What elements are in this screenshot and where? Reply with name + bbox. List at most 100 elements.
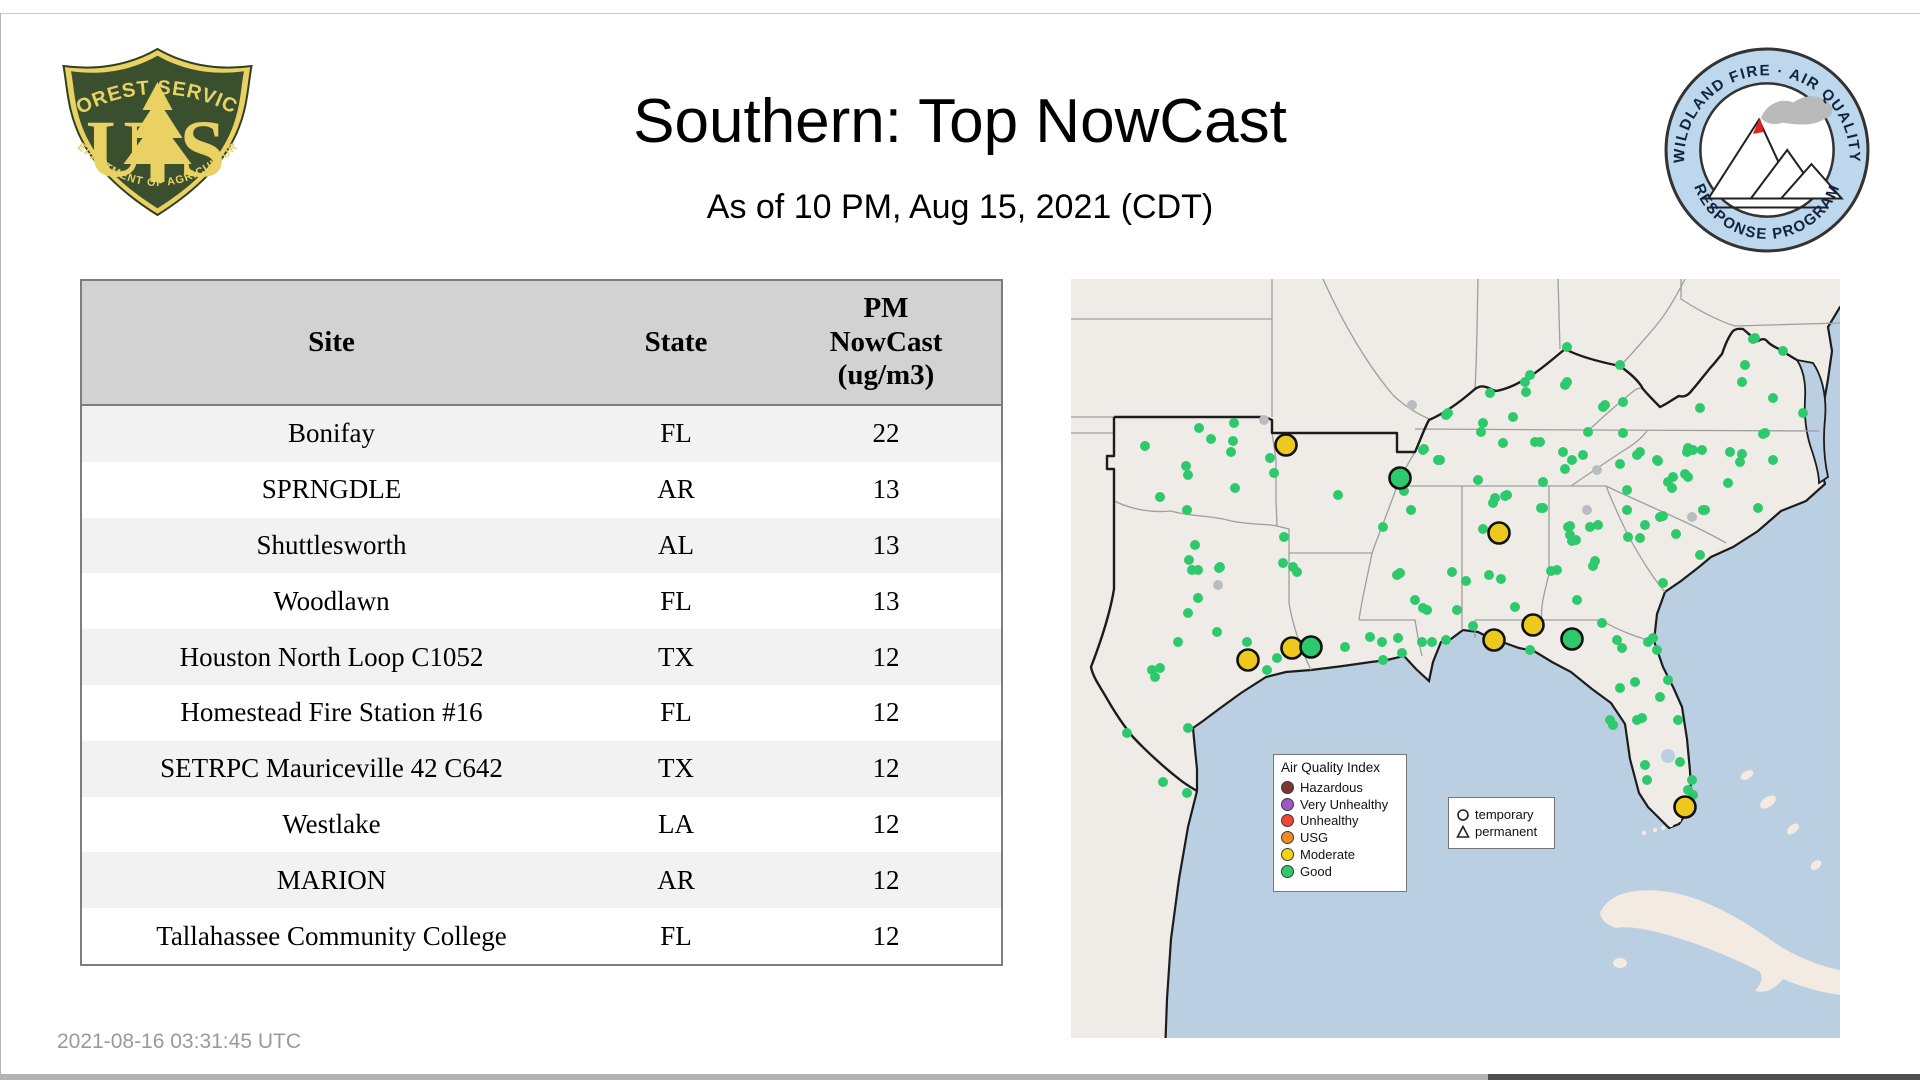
site-cell: Homestead Fire Station #16 (180, 697, 483, 728)
good-monitor-dot (1182, 788, 1192, 798)
good-monitor-dot (1476, 427, 1486, 437)
aqi-legend-item: Very Unhealthy (1281, 796, 1402, 813)
good-monitor-dot (1508, 412, 1518, 422)
good-monitor-dot (1637, 713, 1647, 723)
aqi-legend-item: Good (1281, 863, 1402, 880)
good-monitor-dot (1688, 445, 1698, 455)
good-monitor-dot (1572, 595, 1582, 605)
good-monitor-dot (1212, 627, 1222, 637)
good-monitor-dot (1768, 455, 1778, 465)
good-monitor-dot (1395, 568, 1405, 578)
state-cell: FL (660, 697, 692, 728)
fs-letter-s: S (180, 103, 226, 194)
aqi-color-swatch (1281, 780, 1294, 794)
table-body: Bonifay FL 22 SPRNGDLE AR 13 Shuttlesworth AL 13… (81, 405, 1002, 965)
florida-keys (1668, 822, 1674, 828)
good-monitor-dot (1190, 540, 1200, 550)
site-cell: Woodlawn (273, 585, 390, 616)
good-monitor-dot (1798, 408, 1808, 418)
site-cell: Shuttlesworth (256, 529, 407, 560)
top-site-marker (1560, 627, 1584, 651)
horizontal-scrollbar[interactable] (0, 1074, 1920, 1080)
good-monitor-dot (1194, 423, 1204, 433)
good-monitor-dot (1520, 377, 1530, 387)
site-cell: SPRNGDLE (261, 474, 402, 505)
good-monitor-dot (1433, 455, 1443, 465)
good-monitor-dot (1478, 524, 1488, 534)
symbol-legend: temporary permanent (1448, 797, 1555, 849)
southern-region-map: Air Quality Index Hazardous Very Unhealth… (1071, 279, 1840, 1038)
good-monitor-dot (1183, 470, 1193, 480)
us-map (1071, 279, 1840, 1038)
inactive-monitor-dot (1213, 580, 1223, 590)
good-monitor-dot (1588, 561, 1598, 571)
scrollbar-thumb[interactable] (0, 1074, 1488, 1080)
site-markers-layer (1236, 433, 1697, 819)
good-monitor-dot (1365, 632, 1375, 642)
good-monitor-dot (1447, 567, 1457, 577)
good-monitor-dot (1427, 637, 1437, 647)
good-monitor-dot (1242, 637, 1252, 647)
good-monitor-dot (1155, 492, 1165, 502)
value-cell: 22 (872, 418, 900, 449)
window-top-border (0, 13, 1920, 14)
good-monitor-dot (1393, 633, 1403, 643)
florida-keys (1641, 830, 1647, 836)
bahamas (1760, 795, 1776, 809)
aqi-item-label: Good (1300, 863, 1332, 879)
state-cell: TX (658, 753, 694, 784)
good-monitor-dot (1473, 475, 1483, 485)
lake-okeechobee (1661, 749, 1675, 763)
inactive-monitor-dot (1582, 505, 1592, 515)
good-monitor-dot (1565, 530, 1575, 540)
aqi-item-label: Moderate (1300, 847, 1355, 863)
good-monitor-dot (1653, 456, 1663, 466)
good-monitor-dot (1675, 757, 1685, 767)
good-monitor-dot (1663, 477, 1673, 487)
good-monitor-dot (1597, 618, 1607, 628)
table-row: SPRNGDLE AR 13 (81, 461, 1002, 518)
aqi-legend-item: Unhealthy (1281, 813, 1402, 830)
good-monitor-dot (1229, 418, 1239, 428)
good-monitor-dot (1397, 648, 1407, 658)
good-monitor-dot (1485, 388, 1495, 398)
good-monitor-dot (1680, 469, 1690, 479)
monitor-dots-layer (1122, 333, 1808, 800)
good-monitor-dot (1340, 642, 1350, 652)
aqi-color-swatch (1281, 814, 1294, 828)
good-monitor-dot (1406, 505, 1416, 515)
value-cell: 12 (872, 641, 900, 672)
aqi-legend-title: Air Quality Index (1281, 760, 1381, 775)
table-row: Woodlawn FL 13 (81, 573, 1002, 630)
site-cell: SETRPC Mauriceville 42 C642 (160, 753, 503, 784)
good-monitor-dot (1278, 558, 1288, 568)
good-monitor-dot (1173, 637, 1183, 647)
inactive-monitor-dot (1259, 415, 1269, 425)
page-subtitle: As of 10 PM, Aug 15, 2021 (CDT) (706, 188, 1214, 226)
good-monitor-dot (1737, 377, 1747, 387)
value-cell: 12 (872, 920, 900, 951)
aqi-item-label: Unhealthy (1300, 813, 1359, 829)
good-monitor-dot (1778, 346, 1788, 356)
aqi-legend: Air Quality Index Hazardous Very Unhealth… (1273, 754, 1407, 892)
top-site-marker (1236, 648, 1260, 672)
site-cell: Bonifay (288, 418, 375, 449)
wfaqrp-logo: WILDLAND FIRE · AIR QUALITY RESPONSE PRO… (1664, 47, 1870, 253)
table-row: MARION AR 12 (81, 852, 1002, 909)
good-monitor-dot (1655, 692, 1665, 702)
top-site-marker (1299, 635, 1323, 659)
good-monitor-dot (1593, 520, 1603, 530)
aqi-color-swatch (1281, 864, 1294, 878)
good-monitor-dot (1378, 655, 1388, 665)
top-site-marker (1487, 521, 1511, 545)
page-title: Southern: Top NowCast (633, 87, 1287, 156)
good-monitor-dot (1378, 522, 1388, 532)
good-monitor-dot (1748, 334, 1758, 344)
good-monitor-dot (1377, 637, 1387, 647)
col-header-site: Site (81, 280, 581, 406)
good-monitor-dot (1443, 408, 1453, 418)
good-monitor-dot (1265, 453, 1275, 463)
value-cell: 13 (872, 474, 900, 505)
good-monitor-dot (1193, 565, 1203, 575)
florida-keys (1676, 817, 1682, 823)
